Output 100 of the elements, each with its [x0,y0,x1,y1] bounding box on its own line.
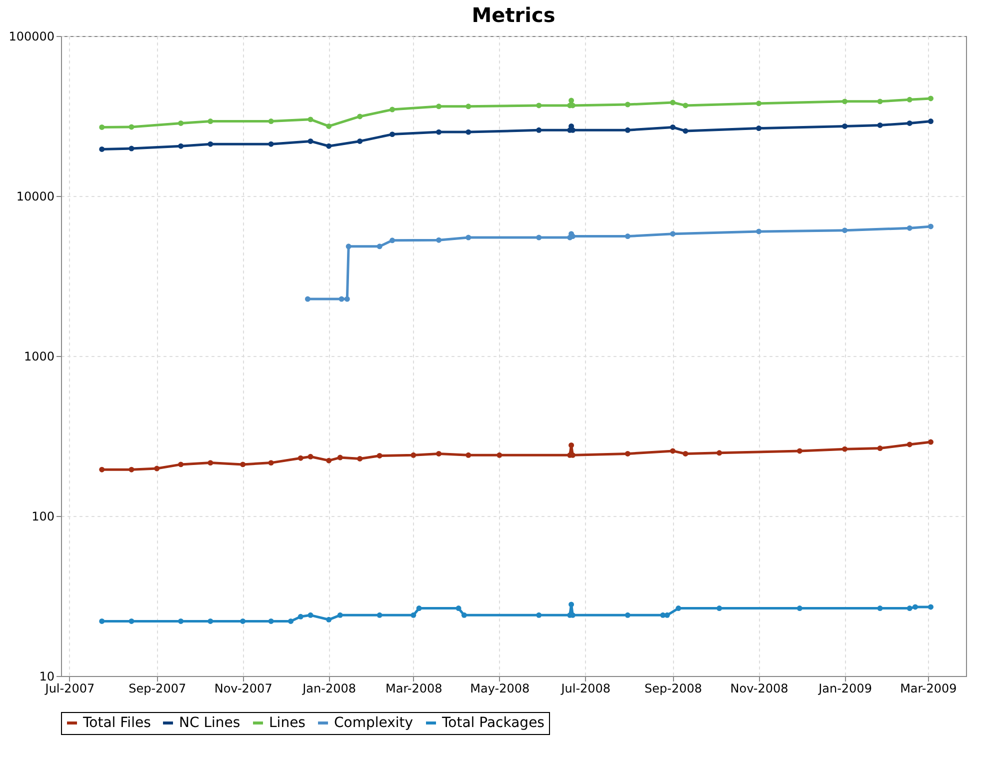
point [346,244,352,250]
point [410,612,416,618]
point [357,114,363,120]
x-tick-label: Mar-2009 [900,682,957,696]
x-tick-label: Sep-2007 [128,682,186,696]
x-tick-label: Sep-2008 [644,682,702,696]
y-tick-label: 10 [39,670,54,684]
x-tick-label: Mar-2008 [386,682,442,696]
point [466,104,472,110]
point [154,466,160,472]
point [716,450,722,456]
legend-label: Total Packages [441,715,544,731]
point [670,124,676,130]
point [756,126,762,132]
point [99,146,105,152]
point [756,228,762,234]
point [178,462,184,468]
point [288,618,294,624]
point [906,606,912,612]
point [842,98,848,104]
point [877,98,883,104]
point [842,228,848,234]
legend-label: Total Files [82,715,151,731]
point [410,452,416,458]
point [376,453,382,458]
point [390,132,396,138]
point [268,618,274,624]
point [390,238,396,244]
y-tick-label: 1000 [24,350,54,364]
point [326,616,332,622]
y-tick-label: 100 [32,510,54,524]
point [670,448,676,454]
point [178,120,184,126]
point [128,618,134,624]
point [568,98,574,104]
point [928,118,934,124]
point [568,602,574,608]
point [466,452,472,458]
point [928,96,934,102]
x-tick-label: Nov-2007 [214,682,272,696]
point [670,100,676,106]
point [877,446,883,452]
point [99,466,105,472]
point [308,116,314,122]
point [624,612,630,618]
point [178,618,184,624]
point [928,224,934,230]
point [536,612,542,618]
point [436,129,442,135]
point [268,141,274,147]
point [756,100,762,106]
point [326,123,332,129]
point [344,296,350,302]
legend-label: NC Lines [179,715,240,731]
point [99,618,105,624]
point [298,614,304,620]
point [128,466,134,472]
point [240,618,246,624]
point [128,124,134,130]
point [416,606,422,612]
x-tick-label: Nov-2008 [730,682,788,696]
point [624,102,630,108]
point [99,124,105,130]
point [928,439,934,445]
point [496,452,502,458]
point [436,104,442,110]
point [466,129,472,135]
point [568,442,574,448]
point [682,128,688,134]
point [928,604,934,610]
point [208,460,214,466]
point [128,146,134,152]
point [208,118,214,124]
point [716,606,722,612]
x-tick-label: Jan-2009 [818,682,872,696]
point [268,118,274,124]
point [682,102,688,108]
point [308,454,314,460]
legend-label: Complexity [334,715,414,731]
point [877,122,883,128]
point [326,458,332,464]
point [240,462,246,468]
point [436,451,442,456]
point [461,612,467,618]
point [338,296,344,302]
y-tick-label: 100000 [8,30,54,44]
point [337,612,343,618]
point [357,456,363,462]
x-tick-label: May-2008 [470,682,530,696]
x-tick-label: Jan-2008 [302,682,356,696]
point [842,446,848,452]
point [877,606,883,612]
point [208,618,214,624]
point [624,234,630,240]
point [842,123,848,129]
point [308,138,314,144]
point [357,138,363,144]
chart-title: Metrics [472,3,556,27]
point [268,460,274,466]
point [906,96,912,102]
